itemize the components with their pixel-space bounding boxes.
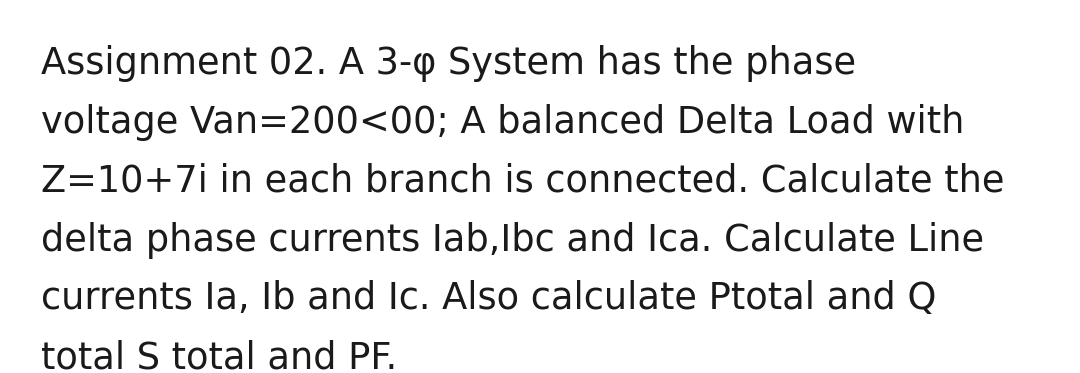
Text: voltage Van=200<00; A balanced Delta Load with: voltage Van=200<00; A balanced Delta Loa… (41, 104, 964, 141)
Text: Assignment 02. A 3-φ System has the phase: Assignment 02. A 3-φ System has the phas… (41, 45, 856, 82)
Text: total S total and PF.: total S total and PF. (41, 339, 397, 373)
Text: currents Ia, Ib and Ic. Also calculate Ptotal and Q: currents Ia, Ib and Ic. Also calculate P… (41, 280, 936, 317)
Text: Z=10+7i in each branch is connected. Calculate the: Z=10+7i in each branch is connected. Cal… (41, 163, 1004, 200)
Text: delta phase currents Iab,Ibc and Ica. Calculate Line: delta phase currents Iab,Ibc and Ica. Ca… (41, 222, 984, 258)
